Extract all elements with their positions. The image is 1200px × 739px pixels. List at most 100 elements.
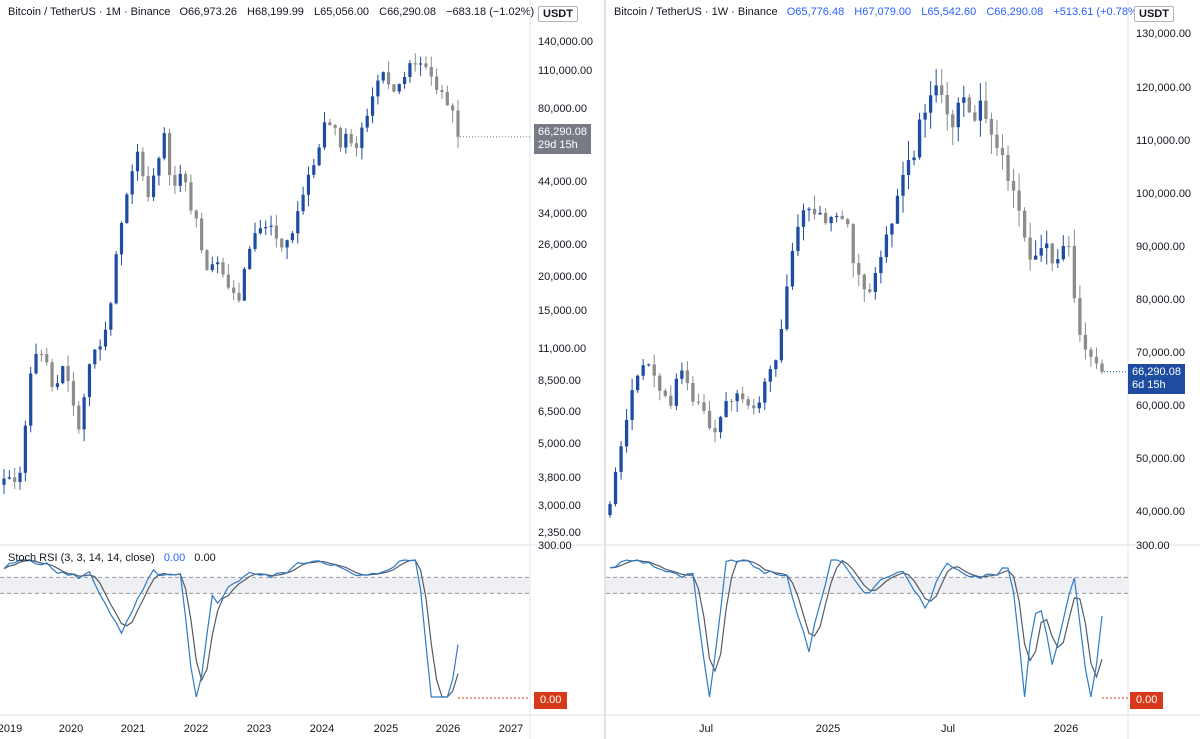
candle	[285, 239, 289, 260]
candle-body	[317, 147, 321, 166]
candle	[135, 144, 140, 181]
candle-body	[435, 76, 439, 91]
candle-body	[328, 122, 332, 126]
currency-label[interactable]: USDT	[538, 6, 578, 22]
candle	[2, 469, 6, 495]
chart-legend: Bitcoin / TetherUS · 1W · Binance O65,77…	[614, 6, 1141, 18]
candle-body	[274, 225, 279, 239]
candle-body	[1083, 334, 1088, 350]
candle-body	[945, 94, 949, 115]
stoch-value-tag: 0.00	[534, 692, 568, 709]
weekly-chart-panel[interactable]: Bitcoin / TetherUS · 1W · Binance O65,77…	[606, 0, 1200, 739]
candle	[242, 266, 246, 302]
symbol-label[interactable]: Bitcoin / TetherUS · 1M · Binance	[8, 6, 171, 18]
candle-body	[312, 165, 316, 175]
candle	[940, 69, 944, 104]
candle-body	[1089, 349, 1093, 357]
candle-body	[440, 90, 444, 92]
candle-body	[258, 228, 262, 234]
candle-body	[1039, 248, 1043, 256]
candle-body	[1028, 237, 1032, 260]
candle-body	[349, 133, 353, 144]
candle	[45, 347, 49, 366]
candle-body	[237, 292, 241, 301]
panel-divider[interactable]	[604, 0, 606, 739]
price-tick-label: 130,000.00	[1136, 28, 1191, 40]
candle-body	[221, 262, 225, 275]
candle	[317, 143, 321, 167]
candle	[338, 126, 343, 152]
candle	[624, 408, 629, 453]
candle-body	[1072, 245, 1077, 299]
candle	[834, 212, 839, 223]
candle	[807, 207, 811, 222]
candle	[232, 280, 236, 301]
candle	[1061, 235, 1065, 262]
candle	[1083, 322, 1088, 360]
candle	[962, 85, 966, 117]
candle-body	[978, 100, 983, 121]
time-tick-label: 2026	[1054, 723, 1078, 735]
stoch-rsi-label[interactable]: Stoch RSI (3, 3, 14, 14, close)	[8, 552, 155, 564]
candle-body	[868, 289, 872, 292]
time-tick-label: 2019	[0, 723, 22, 735]
candle	[984, 81, 988, 124]
candle-body	[370, 96, 375, 116]
candle	[98, 339, 102, 361]
candle-body	[114, 254, 118, 304]
candle-body	[696, 401, 701, 403]
candle	[978, 83, 983, 137]
candle-body	[658, 375, 662, 391]
stoch-axis-label: 300.00	[1136, 540, 1170, 552]
candle-body	[1050, 243, 1054, 264]
candle-body	[451, 105, 455, 111]
candle-body	[71, 381, 76, 406]
candle	[928, 81, 933, 129]
candle	[146, 166, 150, 202]
candle-body	[151, 175, 156, 198]
countdown-value: 6d 15h	[1132, 379, 1166, 391]
price-tick-label: 3,800.00	[538, 472, 581, 484]
candle-body	[280, 238, 284, 248]
candle	[71, 371, 76, 416]
candle-body	[707, 410, 712, 429]
candle	[125, 192, 129, 224]
candle-body	[951, 114, 955, 128]
candle	[151, 168, 156, 202]
candle	[216, 256, 220, 274]
candle-body	[1017, 190, 1021, 211]
candle-body	[619, 446, 623, 472]
candle	[18, 466, 22, 490]
monthly-chart-panel[interactable]: Bitcoin / TetherUS · 1M · Binance O66,97…	[0, 0, 604, 739]
monthly-candlestick-chart[interactable]: 140,000.00 110,000.00 80,000.00 44,000.00 34…	[0, 0, 604, 739]
candle	[785, 274, 789, 332]
candle-body	[641, 365, 645, 376]
candle-body	[1094, 356, 1099, 364]
symbol-label[interactable]: Bitcoin / TetherUS · 1W · Binance	[614, 6, 778, 18]
candle-body	[419, 63, 423, 65]
candle-body	[189, 182, 193, 211]
candle-body	[50, 362, 54, 387]
candle	[296, 201, 300, 244]
currency-label[interactable]: USDT	[1134, 6, 1174, 22]
candle-body	[119, 223, 124, 255]
candle	[322, 111, 327, 151]
candle-body	[205, 250, 209, 271]
candle-body	[812, 208, 817, 215]
time-tick-label: 2026	[436, 723, 460, 735]
high-value: H68,199.99	[247, 6, 304, 18]
candle	[989, 112, 994, 154]
candle	[269, 215, 273, 236]
weekly-candlestick-chart[interactable]: 130,000.00 120,000.00 110,000.00 100,000.00…	[606, 0, 1200, 739]
candle	[757, 396, 761, 414]
candle-body	[338, 127, 343, 148]
candle	[735, 389, 739, 412]
candle	[801, 203, 806, 241]
time-tick-label: 2027	[499, 723, 523, 735]
candle	[365, 108, 369, 133]
candle	[906, 140, 911, 190]
candle	[435, 68, 439, 95]
price-tick-label: 2,350.00	[538, 527, 581, 539]
candle-body	[130, 171, 134, 195]
candle	[951, 109, 955, 146]
